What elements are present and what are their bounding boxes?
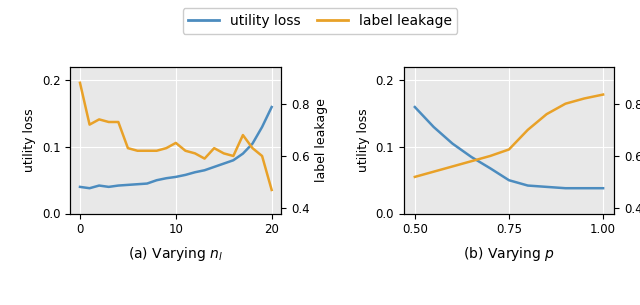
Y-axis label: label leakage: label leakage bbox=[315, 98, 328, 182]
Y-axis label: utility loss: utility loss bbox=[24, 109, 36, 172]
Y-axis label: utility loss: utility loss bbox=[356, 109, 370, 172]
X-axis label: (b) Varying $p$: (b) Varying $p$ bbox=[463, 245, 555, 263]
Legend: utility loss, label leakage: utility loss, label leakage bbox=[182, 9, 458, 34]
X-axis label: (a) Varying $n_l$: (a) Varying $n_l$ bbox=[129, 245, 223, 263]
